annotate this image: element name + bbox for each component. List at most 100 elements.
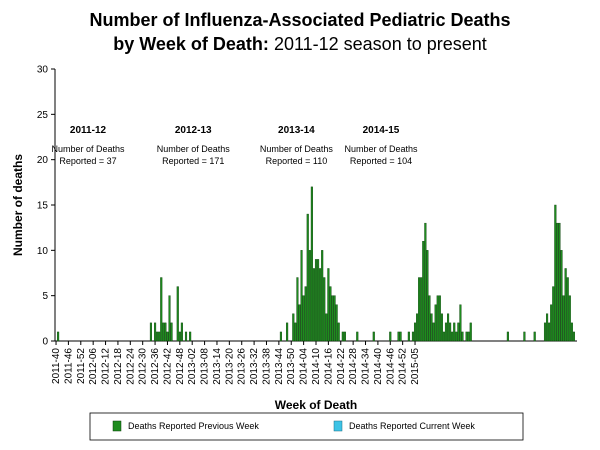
x-tick-label: 2014-22 [336, 348, 347, 385]
season-label: 2014-15 [363, 125, 400, 136]
bar-previous-week [298, 304, 301, 342]
legend-swatch-previous [112, 420, 122, 432]
bar-previous-week [416, 313, 419, 342]
legend-box [89, 412, 524, 441]
season-note-line-1: Number of Deaths [157, 144, 231, 154]
bar-previous-week [329, 286, 332, 342]
x-tick-label: 2013-26 [237, 348, 248, 385]
bar-previous-week [325, 313, 328, 342]
bar-previous-week [451, 331, 454, 342]
bar-previous-week [570, 322, 573, 342]
y-tick-label: 15 [37, 201, 49, 212]
y-tick-label: 20 [37, 155, 49, 166]
x-tick-label: 2012-48 [175, 348, 186, 385]
y-axis-title: Number of deaths [11, 154, 25, 256]
bar-previous-week [436, 295, 439, 342]
bar-previous-week [447, 313, 450, 342]
legend-swatch-current [333, 420, 343, 432]
bar-previous-week [372, 331, 375, 342]
bar-previous-week [546, 313, 549, 342]
bar-previous-week [550, 304, 553, 342]
x-tick-label: 2013-38 [261, 348, 272, 385]
x-tick-label: 2011-46 [63, 348, 74, 384]
x-tick-label: 2014-34 [361, 348, 372, 385]
bar-previous-week [317, 259, 320, 342]
bar-previous-week [455, 331, 458, 342]
x-tick-label: 2013-02 [187, 348, 198, 385]
bar-previous-week [566, 277, 569, 342]
bar-previous-week [356, 331, 359, 342]
bar-previous-week [432, 322, 435, 342]
bar-previous-week [176, 286, 179, 342]
bar-previous-week [440, 313, 443, 342]
bar-previous-week [424, 222, 427, 342]
bar-previous-week [164, 322, 167, 342]
x-tick-label: 2012-18 [113, 348, 124, 385]
bar-previous-week [312, 268, 315, 342]
bar-previous-week [554, 204, 557, 342]
y-tick-label: 30 [37, 65, 49, 76]
season-note-line-2: Reported = 37 [59, 156, 116, 166]
bar-previous-week [321, 250, 324, 342]
bar-previous-week [294, 322, 297, 342]
bar-previous-week [438, 295, 441, 342]
bar-previous-week [418, 277, 421, 342]
bar-previous-week [428, 295, 431, 342]
title-line-2-bold: by Week of Death: [113, 34, 269, 54]
x-tick-label: 2013-50 [286, 348, 297, 385]
bar-previous-week [533, 331, 536, 342]
bar-previous-week [154, 322, 157, 342]
season-label: 2013-14 [278, 125, 315, 136]
bar-previous-week [434, 304, 437, 342]
x-tick-label: 2012-12 [101, 348, 112, 385]
bar-previous-week [162, 322, 165, 342]
bar-previous-week [444, 322, 448, 342]
y-tick-label: 25 [37, 110, 49, 121]
bar-previous-week [397, 331, 400, 342]
bar-previous-week [442, 331, 445, 342]
season-note-line-2: Reported = 104 [350, 156, 412, 166]
x-tick-label: 2013-20 [224, 348, 235, 385]
bar-previous-week [304, 286, 307, 342]
bar-previous-week [337, 322, 340, 342]
bar-previous-week [564, 268, 567, 342]
bar-previous-week [558, 222, 561, 342]
season-note-line-1: Number of Deaths [51, 144, 125, 154]
bar-previous-week [461, 331, 464, 342]
y-tick-label: 5 [42, 291, 48, 302]
bar-previous-week [407, 331, 410, 342]
bar-previous-week [422, 241, 425, 342]
bar-previous-week [306, 213, 309, 342]
bar-previous-week [323, 277, 326, 342]
bar-previous-week [286, 322, 289, 342]
bar-previous-week [156, 331, 159, 342]
x-tick-label: 2013-44 [274, 348, 285, 385]
title-line-2-rest: 2011-12 season to present [273, 34, 487, 54]
bar-previous-week [168, 295, 171, 342]
x-tick-label: 2013-32 [249, 348, 260, 385]
bar-previous-week [333, 295, 336, 342]
title-line-2: by Week of Death: 2011-12 season to pres… [113, 34, 487, 54]
bar-previous-week [548, 322, 551, 342]
bar-previous-week [331, 295, 334, 342]
bar-previous-week [327, 268, 330, 342]
bar-previous-week [319, 268, 322, 342]
bar-previous-week [166, 331, 169, 342]
bar-previous-week [556, 222, 559, 342]
x-tick-label: 2012-36 [150, 348, 161, 385]
bar-previous-week [453, 322, 456, 342]
y-tick-label: 0 [42, 337, 48, 348]
bar-previous-week [180, 322, 183, 342]
season-label: 2011-12 [70, 125, 107, 136]
bar-previous-week [178, 331, 181, 342]
bar-previous-week [389, 331, 392, 342]
bar-previous-week [184, 331, 188, 342]
bar-previous-week [57, 331, 60, 342]
legend-label-current: Deaths Reported Current Week [349, 421, 475, 431]
bar-previous-week [562, 295, 565, 342]
bar-previous-week [399, 331, 402, 342]
bar-previous-week [457, 322, 460, 342]
season-note-line-2: Reported = 171 [162, 156, 224, 166]
bar-previous-week [523, 331, 526, 342]
